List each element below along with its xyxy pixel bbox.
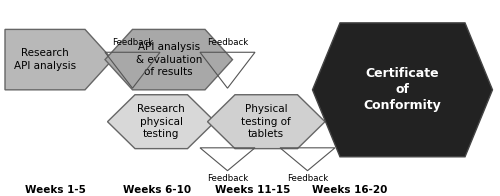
Text: Weeks 6-10: Weeks 6-10 [124,185,192,195]
Text: Feedback: Feedback [287,173,328,182]
Polygon shape [312,23,492,157]
Text: API analysis
& evaluation
of results: API analysis & evaluation of results [136,42,202,77]
Text: Weeks 16-20: Weeks 16-20 [312,185,388,195]
Polygon shape [108,95,215,149]
Text: Certificate
of
Conformity: Certificate of Conformity [364,67,442,112]
Text: Physical
testing of
tablets: Physical testing of tablets [242,104,291,139]
Text: Weeks 1-5: Weeks 1-5 [24,185,86,195]
Text: Weeks 11-15: Weeks 11-15 [215,185,290,195]
Polygon shape [105,29,232,90]
Text: Research
physical
testing: Research physical testing [138,104,185,139]
Text: Feedback: Feedback [207,38,248,47]
Text: Feedback: Feedback [112,38,153,47]
Polygon shape [208,95,325,149]
Polygon shape [5,29,112,90]
Text: Research
API analysis: Research API analysis [14,48,76,71]
Text: Feedback: Feedback [207,173,248,182]
